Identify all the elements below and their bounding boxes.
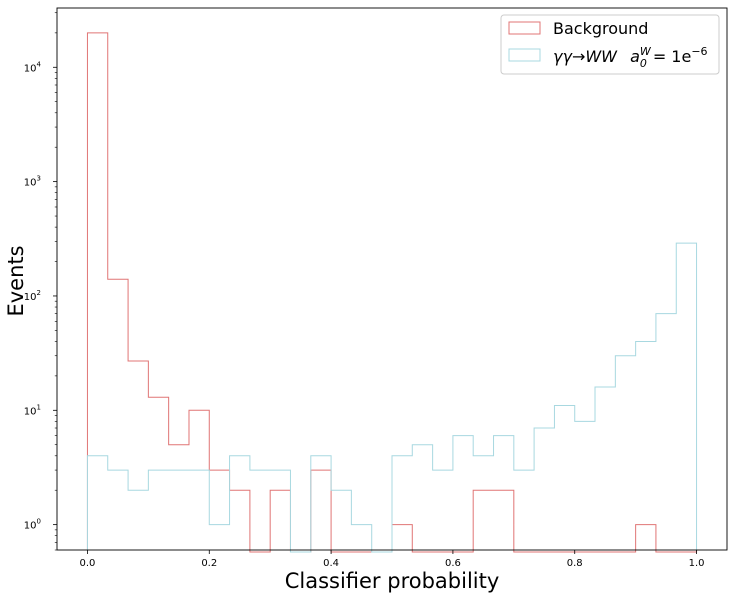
plot-frame	[56, 7, 728, 551]
legend-swatch-signal	[508, 48, 541, 62]
x-tick-label-1: 0.2	[201, 558, 217, 569]
y-tick-label-3: 103	[24, 175, 41, 189]
x-tick-label-4: 0.8	[567, 558, 583, 569]
x-axis: 0.0 0.2 0.4 0.6 0.8 1.0	[80, 550, 705, 569]
histogram-bars	[86, 32, 698, 553]
y-tick-label-1: 101	[24, 403, 41, 417]
x-tick-label-0: 0.0	[80, 558, 96, 569]
histogram-series-1	[86, 242, 698, 553]
y-axis-title: Events	[4, 245, 28, 316]
y-tick-label-4: 104	[24, 60, 42, 74]
x-tick-label-5: 1.0	[689, 558, 705, 569]
x-tick-label-3: 0.6	[445, 558, 461, 569]
legend: Background γγ→WW a0W = 1e−6	[500, 14, 720, 75]
legend-swatch-background	[508, 21, 541, 35]
legend-frame	[500, 14, 720, 75]
y-tick-label-0: 100	[24, 518, 41, 532]
x-tick-label-2: 0.4	[323, 558, 339, 569]
x-axis-title: Classifier probability	[285, 569, 500, 593]
legend-label-signal: γγ→WW a0W = 1e−6	[553, 45, 708, 70]
legend-label-background: Background	[553, 19, 648, 38]
